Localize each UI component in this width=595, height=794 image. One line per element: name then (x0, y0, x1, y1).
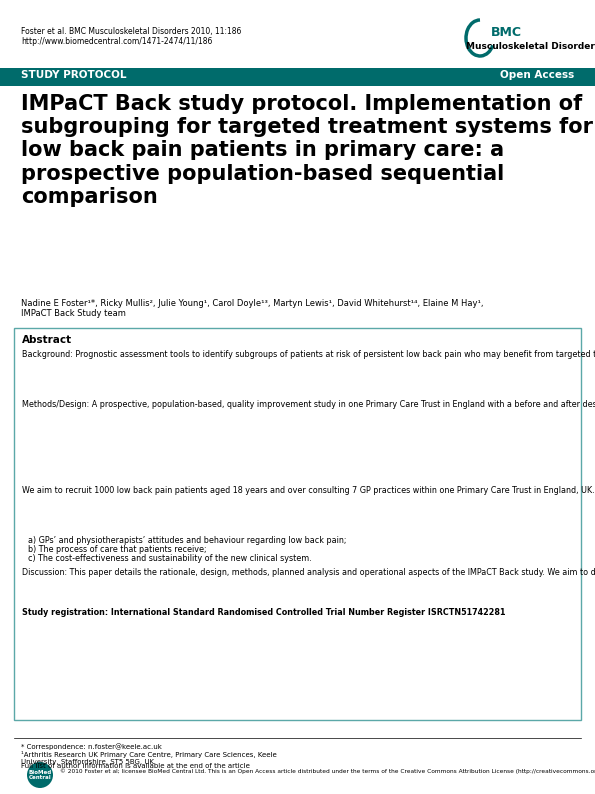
Text: We aim to recruit 1000 low back pain patients aged 18 years and over consulting : We aim to recruit 1000 low back pain pat… (22, 486, 595, 495)
Text: BioMed
Central: BioMed Central (29, 769, 52, 781)
Text: Study registration: International Standard Randomised Controlled Trial Number Re: Study registration: International Standa… (22, 608, 506, 617)
Text: Foster et al. BMC Musculoskeletal Disorders 2010, 11:186: Foster et al. BMC Musculoskeletal Disord… (21, 27, 242, 36)
Text: Abstract: Abstract (22, 335, 72, 345)
Text: Nadine E Foster¹*, Ricky Mullis², Julie Young¹, Carol Doyle¹³, Martyn Lewis¹, Da: Nadine E Foster¹*, Ricky Mullis², Julie … (21, 299, 484, 318)
Text: c) The cost-effectiveness and sustainability of the new clinical system.: c) The cost-effectiveness and sustainabi… (28, 554, 312, 563)
Text: IMPaCT Back study protocol. Implementation of
subgrouping for targeted treatment: IMPaCT Back study protocol. Implementati… (21, 94, 593, 206)
Text: Full list of author information is available at the end of the article: Full list of author information is avail… (21, 763, 250, 769)
Text: ¹Arthritis Research UK Primary Care Centre, Primary Care Sciences, Keele
Univers: ¹Arthritis Research UK Primary Care Cent… (21, 751, 277, 765)
Text: Musculoskeletal Disorders: Musculoskeletal Disorders (466, 42, 595, 51)
Text: Open Access: Open Access (500, 70, 574, 80)
Text: STUDY PROTOCOL: STUDY PROTOCOL (21, 70, 127, 80)
Text: Methods/Design: A prospective, population-based, quality improvement study in on: Methods/Design: A prospective, populatio… (22, 400, 595, 409)
Text: b) The process of care that patients receive;: b) The process of care that patients rec… (28, 545, 206, 554)
Text: * Correspondence: n.foster@keele.ac.uk: * Correspondence: n.foster@keele.ac.uk (21, 743, 162, 750)
Text: Background: Prognostic assessment tools to identify subgroups of patients at ris: Background: Prognostic assessment tools … (22, 350, 595, 359)
FancyBboxPatch shape (14, 328, 581, 720)
Text: © 2010 Foster et al; licensee BioMed Central Ltd. This is an Open Access article: © 2010 Foster et al; licensee BioMed Cen… (60, 768, 595, 773)
Text: Discussion: This paper details the rationale, design, methods, planned analysis : Discussion: This paper details the ratio… (22, 568, 595, 577)
Bar (0, 68, 595, 86)
Text: http://www.biomedcentral.com/1471-2474/11/186: http://www.biomedcentral.com/1471-2474/1… (21, 37, 212, 46)
Circle shape (27, 762, 53, 788)
Text: BMC: BMC (491, 26, 522, 39)
Text: a) GPs’ and physiotherapists’ attitudes and behaviour regarding low back pain;: a) GPs’ and physiotherapists’ attitudes … (28, 536, 346, 545)
